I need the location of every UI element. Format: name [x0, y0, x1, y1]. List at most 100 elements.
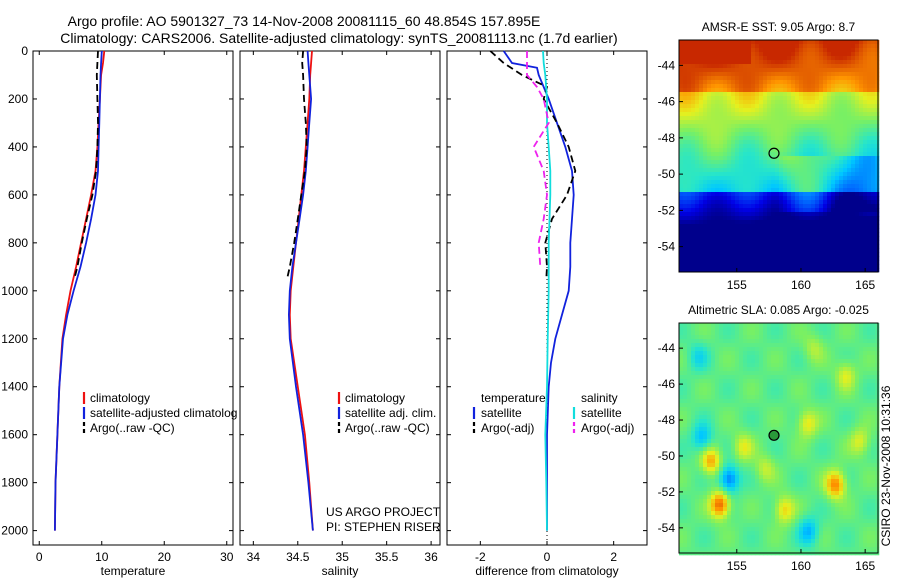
sst-map-cell	[751, 108, 755, 112]
sla-map-cell	[823, 419, 827, 423]
sla-map-cell	[763, 383, 767, 387]
sla-map-cell	[843, 391, 847, 395]
sst-map-cell	[759, 64, 763, 68]
sst-map-cell	[819, 152, 823, 156]
sla-map-cell	[795, 327, 799, 331]
sst-map-cell	[747, 216, 751, 220]
sla-map-cell	[755, 391, 759, 395]
sla-map-cell	[751, 339, 755, 343]
sst-map-cell	[823, 168, 827, 172]
sst-map-cell	[759, 228, 763, 232]
sst-map-cell	[787, 264, 791, 268]
sla-map-cell	[811, 331, 815, 335]
salinity-legend-label: climatology	[345, 391, 405, 405]
sla-map-cell	[691, 359, 695, 363]
sst-map-cell	[823, 156, 827, 160]
sst-map-cell	[779, 76, 783, 80]
sla-map-cell	[707, 351, 711, 355]
sla-map-cell	[775, 399, 779, 403]
sst-map-cell	[819, 128, 823, 132]
sla-map-cell	[847, 423, 851, 427]
sst-map-cell	[863, 192, 867, 196]
sla-map-cell	[715, 347, 719, 351]
sla-map-cell	[807, 447, 811, 451]
sla-map-cell	[783, 375, 787, 379]
sst-map-cell	[691, 52, 695, 56]
sla-map-cell	[791, 463, 795, 467]
sst-map-cell	[807, 188, 811, 192]
sst-map-cell	[839, 64, 843, 68]
sla-map-cell	[703, 439, 707, 443]
sla-map-cell	[711, 411, 715, 415]
sla-map-cell	[731, 323, 735, 327]
sst-map-cell	[807, 72, 811, 76]
sst-map-cell	[747, 192, 751, 196]
sla-map-cell	[739, 335, 743, 339]
sst-map-cell	[807, 260, 811, 264]
sst-map-cell	[711, 124, 715, 128]
sla-map-cell	[871, 379, 875, 383]
sst-map-cell	[871, 228, 875, 232]
sst-map-cell	[787, 60, 791, 64]
sst-map-cell	[823, 236, 827, 240]
sst-map-cell	[867, 228, 871, 232]
sla-map-cell	[839, 327, 843, 331]
sst-map-cell	[855, 164, 859, 168]
sst-map-cell	[695, 156, 699, 160]
sst-map-cell	[699, 120, 703, 124]
sla-map-cell	[759, 387, 763, 391]
sla-map-cell	[815, 371, 819, 375]
sst-map-cell	[703, 168, 707, 172]
sst-map-cell	[727, 40, 731, 44]
sla-map-cell	[687, 367, 691, 371]
sst-map-cell	[839, 76, 843, 80]
sst-map-cell	[711, 100, 715, 104]
sla-map-cell	[715, 371, 719, 375]
sst-map-cell	[867, 260, 871, 264]
sst-map-cell	[719, 196, 723, 200]
sst-map-cell	[815, 160, 819, 164]
sla-map-cell	[863, 403, 867, 407]
sst-map-cell	[731, 176, 735, 180]
sst-map-cell	[679, 212, 683, 216]
sst-map-cell	[727, 124, 731, 128]
sla-map-cell	[787, 335, 791, 339]
sla-map-cell	[755, 331, 759, 335]
sst-map-cell	[707, 252, 711, 256]
sla-map-cell	[867, 423, 871, 427]
sla-map-cell	[703, 471, 707, 475]
sst-map-cell	[787, 104, 791, 108]
sla-map-cell	[791, 379, 795, 383]
sst-map-cell	[835, 264, 839, 268]
sst-map-cell	[827, 152, 831, 156]
sst-map-cell	[787, 192, 791, 196]
sst-map-cell	[867, 84, 871, 88]
sst-map-cell	[779, 240, 783, 244]
sst-map-cell	[851, 52, 855, 56]
sla-map-cell	[771, 391, 775, 395]
sst-map-cell	[759, 148, 763, 152]
sla-map-cell	[867, 355, 871, 359]
sla-map-cell	[731, 435, 735, 439]
sla-map-cell	[711, 431, 715, 435]
sla-map-cell	[683, 411, 687, 415]
sst-map-cell	[811, 96, 815, 100]
sla-map-cell	[823, 423, 827, 427]
sla-map-cell	[723, 467, 727, 471]
sla-map-cell	[763, 347, 767, 351]
sla-map-cell	[775, 407, 779, 411]
sst-map-cell	[851, 40, 855, 44]
sla-map-cell	[799, 459, 803, 463]
sst-map-cell	[815, 116, 819, 120]
sla-map-cell	[819, 351, 823, 355]
sla-map-cell	[743, 471, 747, 475]
sla-map-cell	[731, 423, 735, 427]
sst-map-cell	[851, 140, 855, 144]
sst-map-cell	[759, 252, 763, 256]
sla-map-cell	[699, 403, 703, 407]
sst-map-cell	[839, 104, 843, 108]
sla-map-cell	[803, 347, 807, 351]
sla-map-cell	[843, 375, 847, 379]
sst-map-cell	[831, 76, 835, 80]
sla-map-cell	[683, 383, 687, 387]
